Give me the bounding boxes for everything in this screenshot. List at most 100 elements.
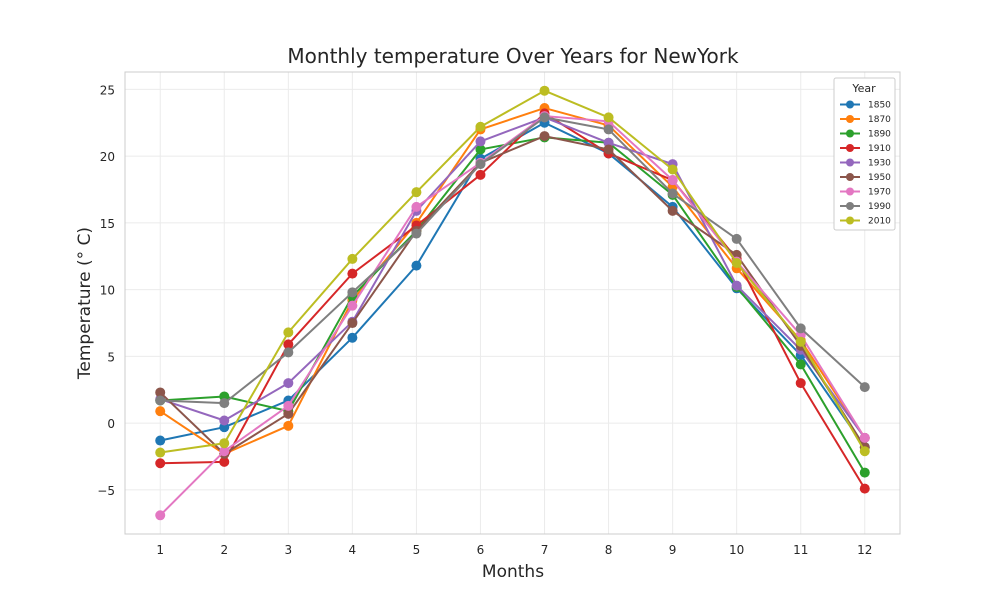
y-tick-label: 20 bbox=[100, 150, 115, 164]
series-1990 bbox=[155, 112, 870, 409]
data-point bbox=[731, 280, 742, 291]
data-point bbox=[475, 144, 486, 155]
data-point bbox=[219, 438, 230, 449]
legend-marker bbox=[846, 216, 854, 225]
legend-marker bbox=[846, 144, 854, 152]
data-point bbox=[667, 175, 678, 186]
data-point bbox=[603, 144, 614, 155]
legend-items: 1850 1870 1890 1910 1930 1950 1970 1990 2010 bbox=[840, 100, 891, 227]
legend-label: 1850 bbox=[868, 101, 891, 111]
legend-item: 1930 bbox=[840, 158, 891, 169]
legend-label: 1910 bbox=[868, 144, 891, 154]
data-point bbox=[539, 131, 550, 142]
data-point bbox=[347, 300, 358, 311]
x-tick-label: 12 bbox=[857, 543, 872, 557]
data-point bbox=[155, 510, 166, 521]
data-point bbox=[347, 253, 358, 264]
legend-marker bbox=[846, 173, 854, 181]
data-point bbox=[795, 359, 806, 370]
data-point bbox=[155, 387, 166, 398]
data-point bbox=[347, 268, 358, 279]
legend: Year 1850 1870 1890 1910 1930 1950 1970 1990 201… bbox=[833, 77, 896, 231]
legend-label: 1870 bbox=[868, 115, 891, 125]
grid-lines bbox=[125, 72, 900, 534]
legend-item: 1950 bbox=[840, 173, 891, 183]
data-point bbox=[283, 327, 294, 338]
x-tick-label: 4 bbox=[349, 543, 357, 557]
data-point bbox=[795, 378, 806, 389]
legend-title: Year bbox=[851, 82, 876, 95]
legend-item: 1890 bbox=[840, 129, 891, 140]
data-point bbox=[219, 398, 230, 409]
data-point bbox=[795, 336, 806, 347]
series-line bbox=[160, 121, 866, 448]
data-point bbox=[859, 432, 870, 443]
data-point bbox=[859, 483, 870, 494]
legend-item: 1910 bbox=[840, 144, 891, 154]
legend-item: 2010 bbox=[840, 216, 891, 227]
x-axis-label: Months bbox=[482, 562, 544, 582]
data-point bbox=[347, 332, 358, 343]
legend-label: 1990 bbox=[868, 202, 891, 212]
data-point bbox=[411, 187, 422, 198]
series-1850 bbox=[155, 117, 870, 453]
x-tick-label: 5 bbox=[413, 543, 421, 557]
data-point bbox=[475, 121, 486, 132]
legend-label: 2010 bbox=[868, 217, 891, 227]
data-point bbox=[155, 435, 166, 446]
legend-label: 1970 bbox=[868, 188, 891, 198]
series-lines bbox=[155, 85, 870, 521]
legend-label: 1930 bbox=[868, 159, 891, 169]
data-point bbox=[347, 318, 358, 329]
legend-item: 1850 bbox=[840, 100, 891, 111]
x-tick-label: 3 bbox=[285, 543, 293, 557]
y-tick-label: 15 bbox=[100, 217, 115, 231]
data-point bbox=[283, 400, 294, 411]
legend-marker bbox=[846, 158, 854, 167]
legend-label: 1890 bbox=[868, 130, 891, 140]
x-tick-label: 7 bbox=[541, 543, 549, 557]
data-point bbox=[859, 446, 870, 457]
series-1890 bbox=[155, 132, 870, 478]
data-point bbox=[219, 456, 230, 467]
y-tick-label: 10 bbox=[100, 284, 115, 298]
data-point bbox=[155, 447, 166, 458]
data-point bbox=[475, 159, 486, 170]
legend-marker bbox=[846, 187, 854, 196]
series-line bbox=[160, 116, 866, 405]
series-line bbox=[159, 135, 866, 455]
y-tick-label: −5 bbox=[97, 484, 115, 498]
data-point bbox=[667, 188, 678, 199]
data-point bbox=[731, 257, 742, 268]
x-tick-label: 10 bbox=[729, 543, 744, 557]
series-line bbox=[159, 116, 866, 439]
data-point bbox=[859, 382, 870, 393]
data-point bbox=[283, 378, 294, 389]
legend-marker bbox=[846, 115, 854, 123]
data-point bbox=[155, 458, 166, 469]
data-point bbox=[667, 205, 678, 216]
data-point bbox=[283, 339, 294, 350]
data-point bbox=[283, 347, 294, 358]
data-point bbox=[283, 420, 294, 431]
data-point bbox=[667, 164, 678, 175]
series-line bbox=[160, 89, 866, 454]
data-point bbox=[603, 124, 614, 135]
x-tick-label: 8 bbox=[605, 543, 613, 557]
data-point bbox=[283, 408, 294, 419]
data-point bbox=[219, 446, 230, 457]
data-point bbox=[475, 169, 486, 180]
data-point bbox=[603, 112, 614, 123]
series-2010 bbox=[155, 85, 870, 458]
data-point bbox=[155, 395, 166, 406]
y-axis-label: Temperature (° C) bbox=[75, 227, 95, 380]
x-tick-label: 9 bbox=[669, 543, 677, 557]
data-point bbox=[411, 260, 422, 271]
y-tick-label: 25 bbox=[100, 83, 115, 97]
legend-marker bbox=[846, 129, 854, 138]
data-point bbox=[347, 287, 358, 298]
data-point bbox=[411, 201, 422, 212]
